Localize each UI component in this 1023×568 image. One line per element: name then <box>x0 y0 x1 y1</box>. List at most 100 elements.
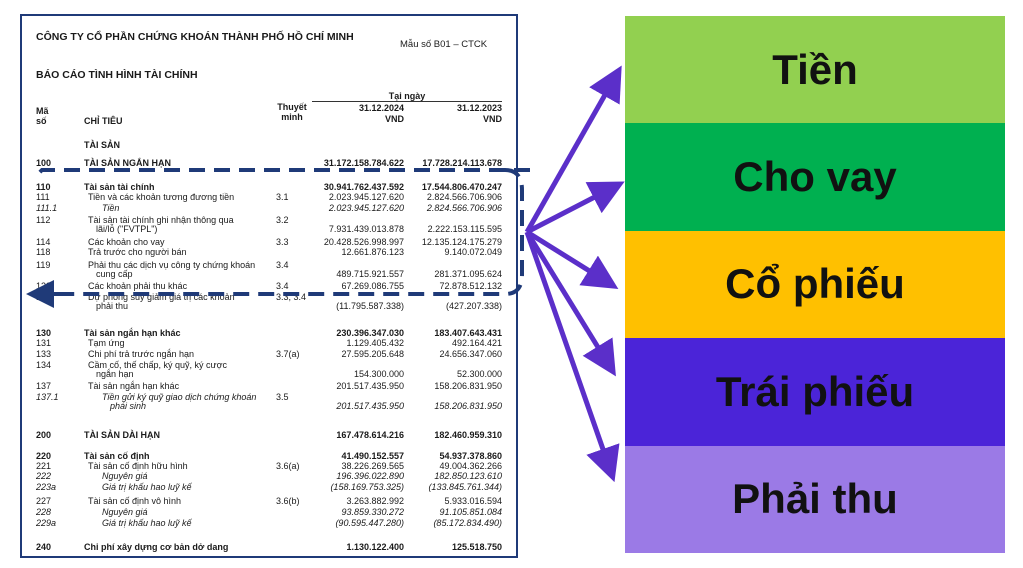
row-value-2023: 158.206.831.950 <box>434 401 502 411</box>
row-value-2023: 54.937.378.860 <box>439 451 502 461</box>
row-item-cont: lãi/lỗ ("FVTPL") <box>96 224 158 234</box>
financial-statement-document: CÔNG TY CỔ PHẦN CHỨNG KHOÁN THÀNH PHỐ HỒ… <box>20 14 518 558</box>
row-code: 133 <box>36 349 52 359</box>
header-unit-2024: VND <box>384 114 404 124</box>
row-note: 3.3 <box>276 237 289 247</box>
row-value-2024: 41.490.152.557 <box>341 451 404 461</box>
row-item-cont: phái sinh <box>110 401 147 411</box>
row-value-2024: 201.517.435.950 <box>336 401 404 411</box>
row-value-2024: (90.595.447.280) <box>335 518 404 528</box>
row-note: 3.5 <box>276 392 289 402</box>
row-value-2023: 72.878.512.132 <box>439 281 502 291</box>
row-code: 200 <box>36 430 52 440</box>
row-note: 3.4 <box>276 260 289 270</box>
row-code: 229a <box>36 518 57 528</box>
row-value-2023: 492.164.421 <box>451 338 502 348</box>
report-title: BÁO CÁO TÌNH HÌNH TÀI CHÍNH <box>36 69 198 81</box>
row-note: 3.4 <box>276 281 289 291</box>
row-note: 3.6(a) <box>276 461 300 471</box>
category-label: Phải thu <box>732 475 898 523</box>
row-code: 220 <box>36 451 52 461</box>
row-value-2023: 9.140.072.049 <box>444 247 502 257</box>
header-as-of: Tại ngày <box>312 91 502 102</box>
row-value-2024: 93.859.330.272 <box>341 507 404 517</box>
row-item: Giá trị khấu hao luỹ kế <box>102 482 192 492</box>
category-label: Cho vay <box>733 153 897 201</box>
row-value-2024: (11.795.587.338) <box>336 301 404 311</box>
row-value-2023: 17.728.214.113.678 <box>422 158 502 168</box>
row-value-2024: 154.300.000 <box>353 369 404 379</box>
row-value-2024: 12.661.876.123 <box>341 247 404 257</box>
category-box: Cổ phiếu <box>625 230 1005 339</box>
row-value-2024: 201.517.435.950 <box>336 381 404 391</box>
row-value-2024: 67.269.086.755 <box>341 281 404 291</box>
header-note: Thuyết minh <box>277 102 307 122</box>
row-item: Tiền <box>102 203 120 213</box>
row-item-cont: ngắn hạn <box>96 369 134 379</box>
row-value-2024: 230.396.347.030 <box>336 328 404 338</box>
row-item: Tài sản tài chính ghi nhận thông qua <box>88 215 234 225</box>
row-code: 240 <box>36 542 52 552</box>
row-value-2023: 5.933.016.594 <box>444 496 502 506</box>
category-label: Tiền <box>772 45 858 93</box>
row-code: 119 <box>36 260 51 270</box>
row-item: Các khoản phải thu khác <box>88 281 188 291</box>
row-item: Các khoản cho vay <box>88 237 165 247</box>
category-label: Cổ phiếu <box>725 260 905 308</box>
row-value-2023: 17.544.806.470.247 <box>421 182 502 192</box>
row-value-2024: (158.169.753.325) <box>330 482 404 492</box>
row-value-2023: 182.850.123.610 <box>434 471 502 481</box>
row-value-2023: 182.460.959.310 <box>434 430 502 440</box>
row-code: 222 <box>36 471 52 481</box>
row-code: 100 <box>36 158 52 168</box>
form-number: Mẫu số B01 – CTCK <box>400 39 488 50</box>
category-arrow <box>525 181 625 235</box>
row-code: 227 <box>36 496 52 506</box>
row-code: 130 <box>36 328 52 338</box>
section-assets: TÀI SẢN <box>84 140 120 150</box>
row-value-2023: 2.222.153.115.595 <box>427 224 502 234</box>
row-code: 223a <box>36 482 57 492</box>
row-value-2023: 2.824.566.706.906 <box>426 192 502 202</box>
row-value-2023: 49.004.362.266 <box>439 461 502 471</box>
row-code: 221 <box>36 461 52 471</box>
row-item: Trả trước cho người bán <box>88 247 187 257</box>
row-code: 137.1 <box>36 392 59 402</box>
category-arrow <box>524 230 616 377</box>
row-item: Cầm cố, thế chấp, ký quỹ, ký cược <box>88 360 227 370</box>
row-value-2024: 2.023.945.127.620 <box>328 192 404 202</box>
row-value-2024: 38.226.269.565 <box>341 461 404 471</box>
row-item: Tài sản ngắn hạn khác <box>84 328 181 338</box>
row-value-2024: 20.428.526.998.997 <box>323 237 404 247</box>
row-item: Tài sản cố định hữu hình <box>88 461 188 471</box>
row-value-2023: 91.105.851.084 <box>439 507 502 517</box>
company-name: CÔNG TY CỔ PHẦN CHỨNG KHOÁN THÀNH PHỐ HỒ… <box>36 31 354 43</box>
row-item-cont: cung cấp <box>96 269 133 279</box>
category-label: Trái phiếu <box>715 367 915 415</box>
row-value-2024: 167.478.614.216 <box>336 430 404 440</box>
row-item: Nguyên giá <box>102 507 148 517</box>
row-note: 3.7(a) <box>276 349 300 359</box>
category-arrows <box>524 65 625 483</box>
row-value-2024: 3.263.882.992 <box>346 496 404 506</box>
row-item: Tài sản cố định vô hình <box>88 496 182 506</box>
row-note: 3.6(b) <box>276 496 300 506</box>
row-value-2023: 158.206.831.950 <box>434 381 502 391</box>
row-code: 228 <box>36 507 52 517</box>
category-arrow <box>525 229 619 289</box>
row-item: Tiền và các khoản tương đương tiền <box>88 192 235 202</box>
row-note: 3.1 <box>276 192 289 202</box>
dashed-highlight-box-top <box>34 168 505 178</box>
row-value-2023: (427.207.338) <box>445 301 502 311</box>
row-item: TÀI SẢN DÀI HẠN <box>84 430 160 440</box>
row-code: 111 <box>36 192 50 202</box>
category-arrow <box>524 231 620 483</box>
row-item-cont: phải thu <box>96 301 129 311</box>
header-date-2024: 31.12.2024 <box>358 103 404 113</box>
row-item: Tạm ứng <box>88 338 125 348</box>
row-code: 114 <box>36 237 51 247</box>
row-value-2024: 2.023.945.127.620 <box>328 203 404 213</box>
row-value-2023: 183.407.643.431 <box>434 328 502 338</box>
row-value-2023: 125.518.750 <box>451 542 502 552</box>
